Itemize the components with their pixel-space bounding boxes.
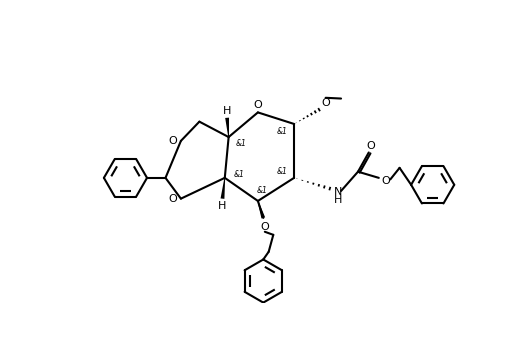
Text: O: O xyxy=(260,222,269,232)
Text: O: O xyxy=(169,194,177,204)
Text: O: O xyxy=(254,100,262,110)
Text: O: O xyxy=(169,136,177,146)
Text: &1: &1 xyxy=(236,139,246,148)
Text: O: O xyxy=(321,98,330,108)
Polygon shape xyxy=(258,201,265,219)
Text: N: N xyxy=(334,187,342,197)
Text: H: H xyxy=(223,106,232,116)
Text: &1: &1 xyxy=(276,127,287,136)
Text: &1: &1 xyxy=(233,170,244,178)
Text: H: H xyxy=(334,195,342,205)
Polygon shape xyxy=(225,118,229,137)
Text: &1: &1 xyxy=(277,167,288,176)
Polygon shape xyxy=(220,178,225,199)
Text: O: O xyxy=(366,140,375,151)
Text: &1: &1 xyxy=(256,186,267,195)
Text: O: O xyxy=(381,176,390,186)
Text: H: H xyxy=(218,201,227,210)
